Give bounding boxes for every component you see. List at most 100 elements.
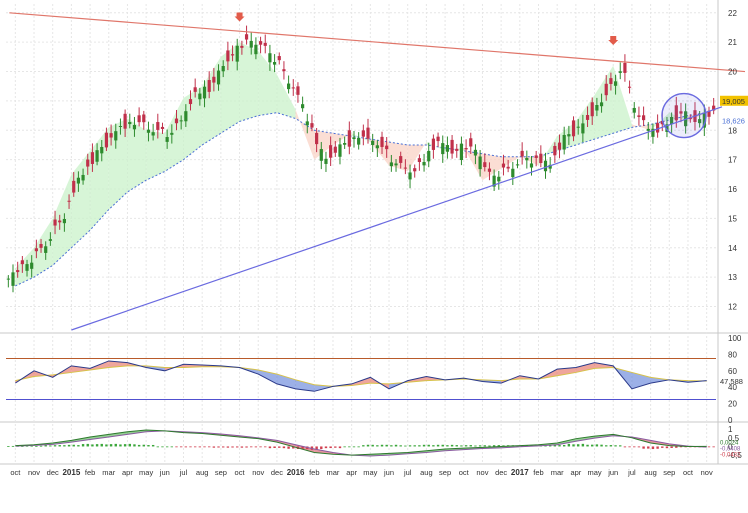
candle-body	[184, 111, 188, 122]
price-cloud	[314, 130, 333, 160]
candle-body	[436, 136, 440, 142]
candle-body	[431, 138, 436, 150]
rsi-fill	[295, 379, 315, 392]
price-cloud	[71, 150, 91, 248]
candle-body	[632, 107, 636, 113]
macd-histogram-bar	[133, 444, 136, 447]
candle-body	[455, 148, 459, 151]
macd-histogram-bar	[348, 446, 351, 448]
macd-histogram-bar	[147, 445, 150, 447]
macd-histogram-bar	[343, 446, 346, 448]
price-cloud	[276, 74, 296, 119]
macd-histogram-bar	[259, 446, 262, 448]
price-cloud	[164, 97, 184, 172]
macd-histogram-bar	[236, 446, 239, 448]
candle-body	[366, 127, 370, 139]
candle-body	[212, 76, 216, 83]
candle-body	[651, 128, 655, 137]
x-axis-label: jun	[383, 468, 394, 477]
candle-body	[244, 34, 249, 40]
macd-histogram-bar	[422, 444, 426, 447]
macd-histogram-bar	[334, 446, 337, 448]
x-axis-label: mar	[551, 468, 564, 477]
axes: 222120191817161514131219,00518,626100806…	[10, 9, 748, 477]
macd-histogram-bar	[142, 444, 145, 447]
candle-body	[226, 50, 230, 62]
candle-body	[20, 260, 24, 265]
macd-histogram-bar	[352, 446, 356, 448]
price-cloud	[557, 121, 576, 151]
candle-body	[174, 118, 179, 124]
candle-body	[48, 239, 52, 241]
macd-histogram-bar	[123, 444, 127, 447]
macd-histogram-bar	[450, 444, 454, 447]
rsi-tick-label: 80	[728, 350, 737, 359]
arrow-down-icon	[234, 12, 245, 22]
rsi-line	[15, 360, 707, 392]
candle-body	[44, 246, 48, 253]
macd-histogram-bar	[394, 444, 398, 447]
candle-body	[389, 162, 393, 167]
macd-histogram-bar	[567, 443, 571, 447]
macd-histogram-bar	[212, 446, 216, 448]
macd-histogram-bar	[712, 446, 715, 448]
candle-body	[272, 62, 277, 65]
candle-body	[385, 145, 389, 150]
price-cloud	[407, 142, 427, 172]
candle-body	[469, 138, 473, 147]
macd-histogram-bar	[665, 446, 669, 449]
macd-histogram-bar	[376, 445, 379, 447]
macd-histogram-bar	[595, 444, 599, 447]
candle-body	[329, 145, 333, 158]
candle-body	[506, 166, 510, 169]
macd-histogram-bar	[222, 446, 225, 448]
candle-body	[487, 168, 492, 172]
price-cloud	[687, 112, 707, 122]
candle-body	[67, 200, 71, 202]
candle-body	[254, 44, 258, 55]
candle-body	[539, 153, 543, 164]
candle-body	[403, 167, 407, 169]
x-axis-label: jun	[607, 468, 618, 477]
macd-histogram-bar	[581, 443, 585, 447]
candle-body	[450, 139, 454, 154]
macd-histogram-bar	[198, 446, 202, 448]
candle-body	[641, 115, 646, 121]
candle-body	[585, 115, 590, 120]
candle-body	[361, 130, 365, 137]
candle-body	[567, 134, 571, 137]
x-axis-label: sep	[439, 468, 451, 477]
candle-body	[548, 164, 552, 169]
macd-histogram-bar	[577, 444, 580, 447]
candle-body	[464, 148, 468, 150]
price-cloud	[239, 42, 259, 122]
macd-tick-label: 1	[728, 425, 733, 434]
macd-histogram-bar	[591, 444, 594, 447]
resistance-trendline	[9, 12, 746, 73]
x-axis-label: aug	[644, 468, 657, 477]
x-axis-label: may	[587, 468, 601, 477]
rsi-tick-label: 0	[728, 416, 733, 425]
macd-histogram-bar	[86, 443, 89, 447]
macd-histogram-bar	[184, 446, 188, 448]
price-cloud	[389, 142, 408, 172]
macd-tick-label: 0,5	[728, 434, 740, 443]
candle-body	[216, 70, 221, 85]
price-cloud	[650, 112, 670, 131]
macd-histogram-bar	[661, 446, 664, 448]
price-cloud	[258, 50, 277, 116]
macd-tick-label: 0	[728, 442, 733, 451]
candle-body	[646, 128, 650, 131]
candle-body	[427, 150, 431, 162]
price-tick-label: 21	[728, 38, 737, 47]
macd-histogram-bar	[179, 446, 183, 448]
price-cloud	[202, 56, 221, 145]
macd-histogram-bar	[647, 446, 650, 449]
candle-body	[613, 81, 618, 86]
macd-histogram-bar	[278, 446, 281, 448]
price-tick-label: 20	[728, 68, 737, 77]
macd-histogram-bar	[91, 444, 94, 447]
candle-body	[604, 83, 608, 96]
price-cloud	[631, 124, 651, 131]
